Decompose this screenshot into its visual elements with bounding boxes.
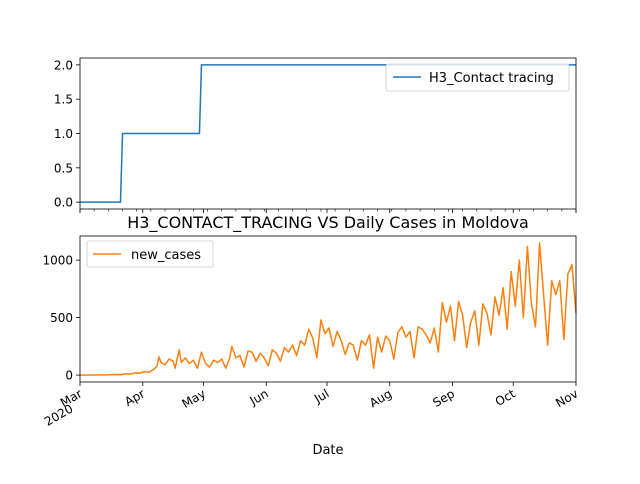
y-tick-label: 1.5 (54, 93, 73, 107)
contact-tracing-line (80, 64, 576, 203)
bottom-legend-label: new_cases (131, 248, 201, 263)
new-cases-line (79, 242, 577, 376)
bottom-yaxis-ticks: 0 500 1000 (42, 254, 80, 383)
y-tick-label: 0.0 (54, 196, 73, 210)
y-tick-label: 0.5 (54, 161, 73, 175)
bottom-chart-title: H3_CONTACT_TRACING VS Daily Cases in Mol… (127, 213, 529, 233)
top-yaxis-ticks: 0.0 0.5 1.0 1.5 2.0 (54, 58, 80, 210)
bottom-x-axis-label: Date (312, 443, 343, 458)
top-legend-box (385, 63, 570, 92)
bottom-legend: new_cases (86, 240, 214, 268)
y-tick-label: 1000 (42, 254, 73, 268)
top-legend-label: H3_Contact tracing (429, 71, 554, 86)
bottom-legend-box (86, 240, 214, 268)
y-tick-label: 2.0 (54, 58, 73, 72)
y-tick-label: 0 (65, 369, 73, 383)
y-tick-label: 1.0 (54, 127, 73, 141)
top-legend: H3_Contact tracing (385, 63, 570, 92)
bottom-plot-frame (79, 235, 577, 383)
x-tick-label: Jul (311, 386, 331, 406)
top-panel: 0.0 0.5 1.0 1.5 2.0 H3_Contact tracing (54, 57, 577, 213)
top-xaxis-ticks (79, 209, 577, 213)
top-plot-frame (79, 57, 577, 210)
y-tick-label: 500 (50, 311, 73, 325)
